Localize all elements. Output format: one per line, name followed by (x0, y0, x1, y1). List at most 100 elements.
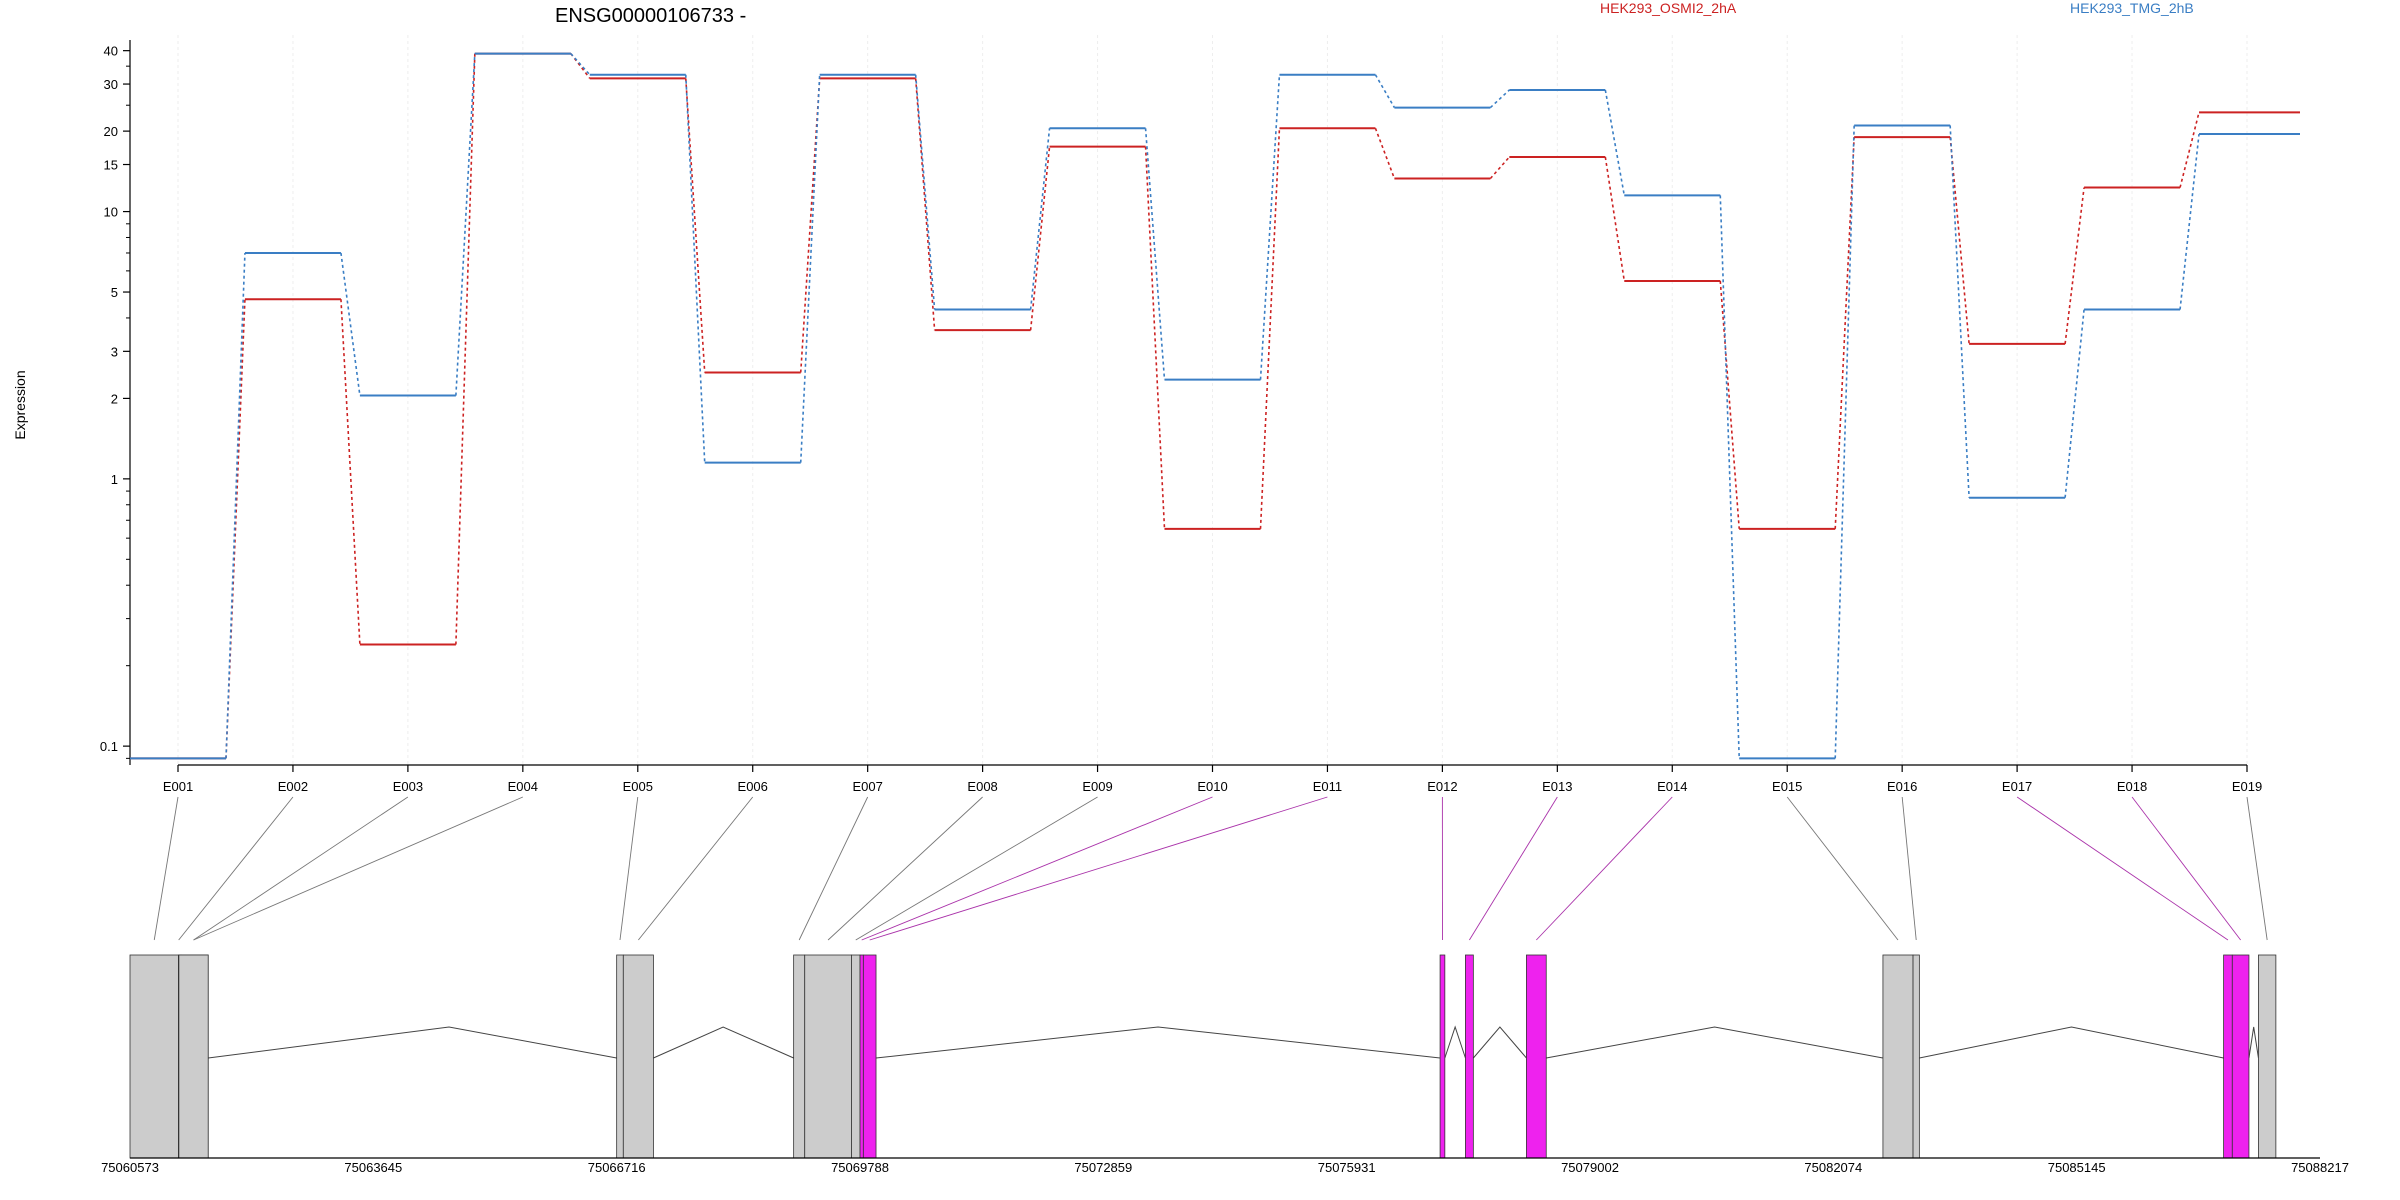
x-tick-label-E009: E009 (1082, 779, 1112, 794)
series-2-connector (2179, 133, 2200, 310)
series-1-connector (570, 53, 591, 79)
series-2-connector (570, 53, 591, 76)
coordinate-label-75060573: 75060573 (101, 1160, 159, 1175)
connector-E010 (861, 796, 1213, 941)
series-1-connector (1489, 156, 1510, 180)
exon-block-E008 (804, 954, 852, 1159)
x-tick-label-E015: E015 (1772, 779, 1802, 794)
intron-3 (875, 1026, 1441, 1059)
exon-block-E005 (616, 954, 624, 1159)
intron-5 (1472, 1026, 1527, 1059)
series-2-connector (1374, 74, 1396, 108)
legend-series-2: HEK293_TMG_2hB (2070, 0, 2194, 16)
connector-E001 (153, 796, 179, 941)
series-1-connector (1259, 128, 1281, 529)
exon-block-E010 (859, 954, 864, 1159)
intron-2 (653, 1026, 794, 1059)
connector-E016 (1901, 796, 1917, 941)
series-2-connector (1259, 74, 1281, 380)
y-tick-label-1: 1 (111, 472, 118, 487)
exon-block-E016 (1912, 954, 1920, 1159)
exon-block-E019 (2258, 954, 2277, 1159)
chart-title: ENSG00000106733 - (555, 5, 746, 27)
series-1-connector (1834, 137, 1855, 529)
series-2-connector (1489, 89, 1510, 109)
x-tick-label-E006: E006 (738, 779, 768, 794)
x-tick-label-E019: E019 (2232, 779, 2262, 794)
series-2-connector (1029, 128, 1051, 310)
intron-8 (2248, 1026, 2259, 1059)
connector-E015 (1786, 796, 1899, 941)
x-tick-label-E013: E013 (1542, 779, 1572, 794)
series-2-connector (225, 252, 246, 759)
series-2-connector (2064, 309, 2085, 498)
connector-E003 (193, 796, 409, 941)
series-1-connector (455, 53, 476, 645)
coordinate-label-75085145: 75085145 (2048, 1160, 2106, 1175)
exon-block-E015 (1882, 954, 1914, 1159)
connector-E019 (2246, 796, 2268, 941)
series-1 (130, 52, 2300, 760)
connector-E018 (2131, 796, 2241, 941)
exon-block-E001 (129, 954, 179, 1159)
connector-E007 (798, 796, 869, 941)
connector-E004 (193, 796, 524, 941)
series-1-connector (1374, 127, 1396, 179)
intron-7 (1919, 1026, 2224, 1059)
connector-E008 (827, 796, 983, 941)
series-2-connector (684, 74, 706, 463)
series-lines (130, 52, 2300, 760)
x-tick-label-E008: E008 (967, 779, 997, 794)
connector-E011 (869, 796, 1328, 941)
series-2-connector (1949, 125, 1970, 498)
exon-block-E018 (2231, 954, 2250, 1159)
x-tick-label-E004: E004 (508, 779, 538, 794)
series-2-connector (1834, 125, 1855, 759)
coordinate-label-75082074: 75082074 (1804, 1160, 1862, 1175)
exon-block-E009 (851, 954, 861, 1159)
connector-E013 (1469, 796, 1558, 941)
series-1-connector (1144, 146, 1166, 529)
series-1-connector (684, 78, 706, 373)
x-tick-label-E016: E016 (1887, 779, 1917, 794)
exon-block-E013 (1465, 954, 1474, 1159)
y-tick-label-30: 30 (104, 77, 118, 92)
connector-E006 (638, 796, 754, 941)
coordinate-label-75063645: 75063645 (344, 1160, 402, 1175)
y-tick-label-5: 5 (111, 285, 118, 300)
coordinate-label-75066716: 75066716 (588, 1160, 646, 1175)
series-1-connector (2179, 112, 2200, 188)
coordinate-label-75072859: 75072859 (1074, 1160, 1132, 1175)
x-tick-label-E003: E003 (393, 779, 423, 794)
exon-block-E006 (622, 954, 654, 1159)
series-1-connector (799, 78, 821, 373)
series-2-connector (1144, 128, 1166, 380)
connector-E002 (178, 796, 294, 941)
exon-connectors (153, 796, 2268, 941)
y-tick-label-3: 3 (111, 344, 118, 359)
series-1-connector (914, 78, 936, 331)
series-2-connector (340, 252, 361, 396)
coordinate-label-75079002: 75079002 (1561, 1160, 1619, 1175)
y-tick-label-40: 40 (104, 44, 118, 59)
x-tick-label-E018: E018 (2117, 779, 2147, 794)
connector-E017 (2016, 796, 2229, 941)
series-1-connector (1604, 156, 1626, 282)
series-2 (130, 52, 2300, 760)
legend-series-1: HEK293_OSMI2_2hA (1600, 0, 1737, 16)
x-tick-label-E005: E005 (623, 779, 653, 794)
series-2-connector (1719, 195, 1741, 759)
axes: 0.1 1 2 3 5 10 15 20 30 40 E001 E002 E003 E004 E005 E00… (100, 40, 2262, 794)
series-1-connector (2064, 187, 2085, 344)
x-tick-label-E010: E010 (1197, 779, 1227, 794)
exon-block-E012 (1439, 954, 1446, 1159)
connector-E009 (855, 796, 1098, 941)
x-tick-label-E007: E007 (852, 779, 882, 794)
y-tick-label-0.1: 0.1 (100, 739, 118, 754)
x-tick-label-E014: E014 (1657, 779, 1687, 794)
series-1-connector (1029, 146, 1051, 331)
intron-6 (1546, 1026, 1884, 1059)
connector-E005 (619, 796, 639, 941)
exon-block-E007 (793, 954, 806, 1159)
